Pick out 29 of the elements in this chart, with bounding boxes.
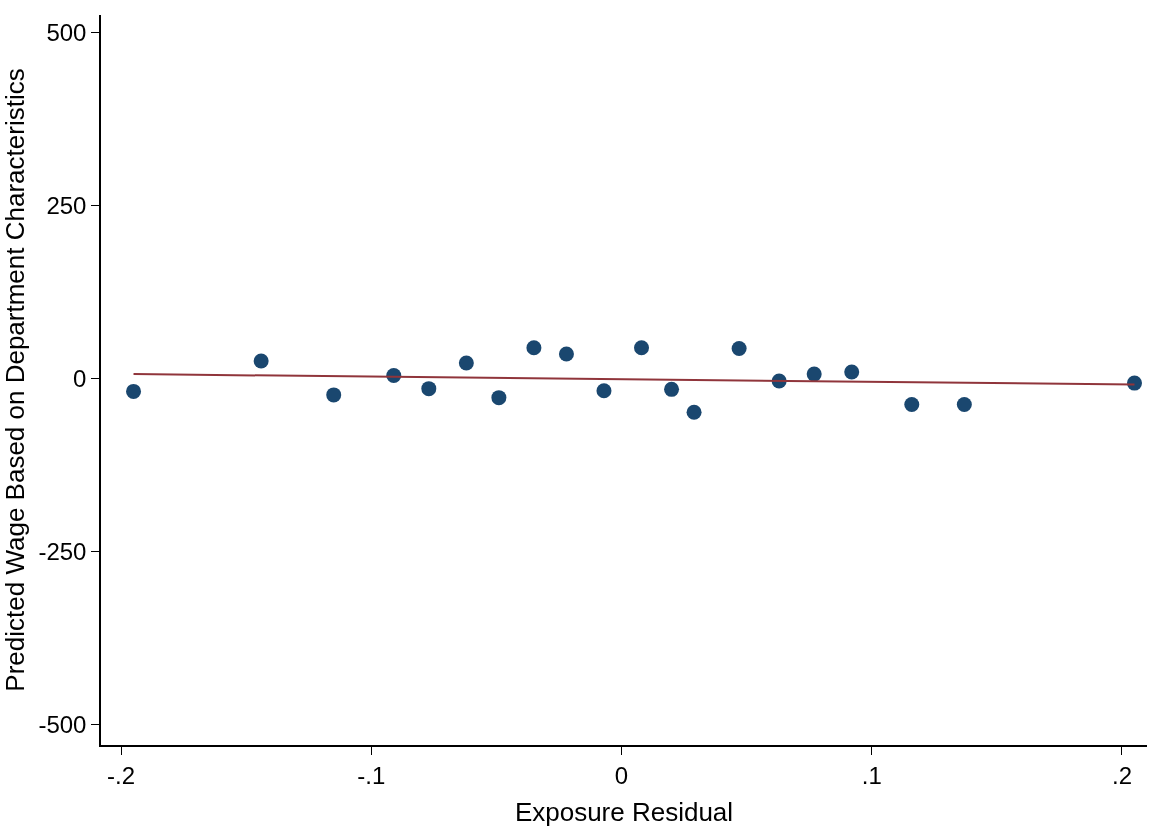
x-tick-label: -.1	[357, 761, 386, 789]
point	[731, 341, 747, 357]
x-tick-label: 0	[614, 761, 629, 789]
x-axis-title: Exposure Residual	[514, 796, 734, 827]
point	[253, 353, 269, 369]
point	[491, 390, 507, 406]
point	[326, 387, 342, 403]
y-tick-label: 0	[73, 364, 87, 392]
y-tick-label: -250	[38, 537, 87, 565]
y-axis-title: Predicted Wage Based on Department Characteristics	[0, 68, 30, 692]
point	[686, 404, 702, 420]
point	[956, 397, 972, 413]
point	[664, 381, 680, 397]
x-tick-label: .2	[1111, 761, 1132, 789]
point	[634, 340, 650, 356]
point	[558, 346, 574, 362]
point	[844, 364, 860, 380]
point	[806, 366, 822, 382]
point	[904, 397, 920, 413]
point	[126, 383, 142, 399]
y-tick-label: 500	[46, 18, 87, 46]
x-tick-label: -.2	[107, 761, 136, 789]
y-tick-label: -500	[38, 710, 87, 738]
point	[526, 340, 542, 356]
x-tick-label: .1	[861, 761, 882, 789]
point	[596, 383, 612, 399]
y-tick-label: 250	[46, 191, 87, 219]
point	[458, 355, 474, 371]
point	[421, 381, 437, 397]
